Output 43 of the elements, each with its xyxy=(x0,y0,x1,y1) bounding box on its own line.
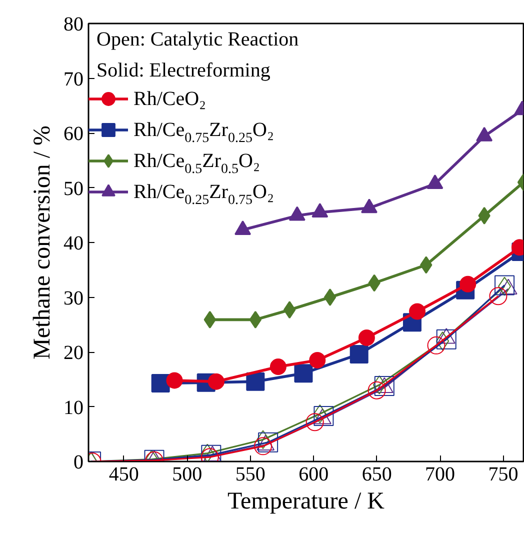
point xyxy=(324,288,336,306)
point xyxy=(294,364,313,383)
x-tick-label: 450 xyxy=(108,464,139,486)
y-tick-label: 50 xyxy=(64,178,84,200)
x-tick-label: 500 xyxy=(172,464,202,486)
point xyxy=(208,373,224,390)
point xyxy=(151,374,170,392)
point xyxy=(489,287,508,306)
annotation: Open: Catalytic Reaction xyxy=(96,28,299,50)
x-tick-label: 550 xyxy=(235,464,266,486)
point xyxy=(427,336,446,354)
x-tick-label: 750 xyxy=(488,464,518,486)
y-axis-title: Methane conversion / % xyxy=(30,126,56,360)
point xyxy=(254,437,272,456)
x-tick-label: 650 xyxy=(362,464,392,486)
point xyxy=(494,275,515,296)
x-axis-title: Temperature / K xyxy=(228,488,386,514)
point xyxy=(306,413,324,432)
point xyxy=(246,372,265,391)
y-tick-label: 30 xyxy=(64,287,84,310)
point xyxy=(258,432,278,452)
x-tick-label: 600 xyxy=(298,464,329,486)
point xyxy=(436,329,456,350)
y-tick-label: 60 xyxy=(64,123,84,145)
legend-label: Rh/CeO₂ xyxy=(134,88,206,110)
annotation: Solid: Electreforming xyxy=(96,60,270,82)
point xyxy=(409,303,426,320)
point xyxy=(358,330,375,346)
x-tick-label: 700 xyxy=(425,464,456,486)
point xyxy=(283,301,296,319)
y-tick-label: 70 xyxy=(64,68,84,90)
point xyxy=(368,381,386,400)
point xyxy=(350,344,368,364)
point xyxy=(460,276,476,292)
y-tick-label: 10 xyxy=(64,396,84,419)
y-tick-label: 80 xyxy=(64,14,84,36)
y-tick-label: 20 xyxy=(64,342,84,364)
y-tick-label: 40 xyxy=(64,232,84,254)
point xyxy=(166,372,183,389)
y-tick-label: 0 xyxy=(74,452,84,474)
point xyxy=(270,358,286,376)
point xyxy=(200,444,214,462)
point xyxy=(309,352,326,368)
